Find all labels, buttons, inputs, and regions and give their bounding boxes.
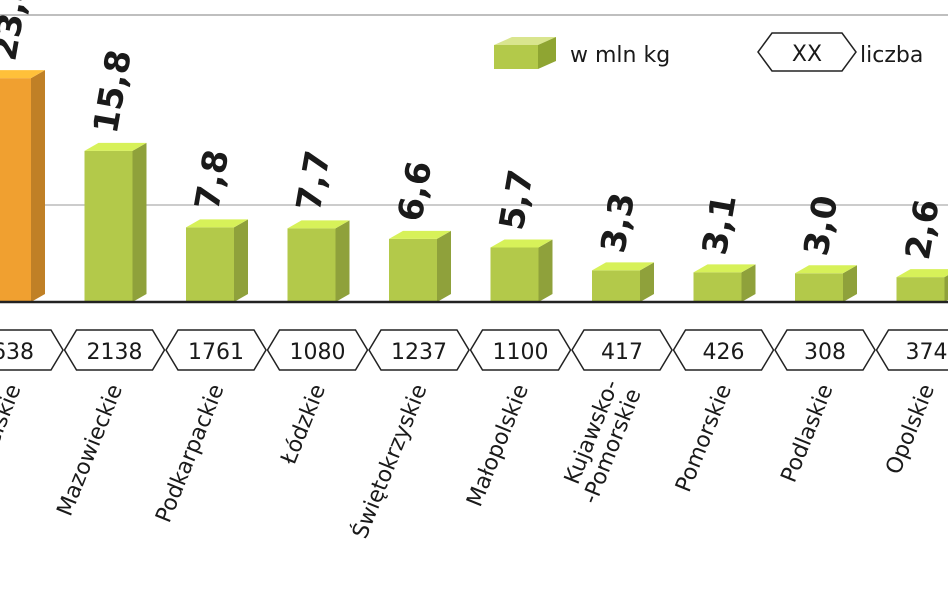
value-label: 3,1 <box>695 192 745 258</box>
bar-side <box>538 239 553 302</box>
bar-top <box>693 264 756 273</box>
bar-top <box>795 265 857 274</box>
bar-top <box>287 220 350 229</box>
category-label: Lubelskie <box>0 381 27 486</box>
count-label: 426 <box>703 340 745 365</box>
count-label: 308 <box>804 340 846 365</box>
category-label: Świętokrzyskie <box>347 381 433 543</box>
value-label: 6,6 <box>390 158 440 224</box>
category-label: Pomorskie <box>671 381 737 496</box>
legend-cube-top <box>494 37 556 45</box>
category-label: Małopolskie <box>462 381 534 510</box>
category-label: Łódzkie <box>276 381 331 469</box>
value-label: 7,7 <box>289 148 339 214</box>
bar <box>592 270 640 302</box>
category-label: Mazowieckie <box>53 381 128 520</box>
bar-top <box>84 142 147 151</box>
count-label: 374 <box>906 340 948 365</box>
bar-side <box>741 264 756 302</box>
bar-top <box>490 239 553 248</box>
count-label: 1761 <box>188 340 244 365</box>
value-label: 3,3 <box>593 190 643 256</box>
count-label: 1237 <box>391 340 447 365</box>
count-label: 1080 <box>290 340 346 365</box>
bar <box>389 238 437 302</box>
bar <box>490 247 539 302</box>
legend: w mln kg XX liczba <box>494 32 923 72</box>
count-label: 2138 <box>87 340 143 365</box>
value-label: 15,8 <box>86 47 140 137</box>
count-hexagon <box>266 329 369 371</box>
bar <box>186 227 234 302</box>
count-label: 638 <box>0 340 34 365</box>
count-hexagon <box>571 329 673 371</box>
category-label: Opolskie <box>881 381 940 478</box>
bar-top <box>0 70 45 79</box>
count-hexagon <box>469 329 572 371</box>
bar <box>0 78 31 302</box>
count-hexagon <box>63 329 166 371</box>
bar-side <box>234 219 248 302</box>
value-label: 3,0 <box>796 193 846 259</box>
legend-cube-side <box>538 37 556 69</box>
count-hexagon <box>165 329 267 371</box>
legend-symbol: XX <box>792 42 822 67</box>
bar <box>896 277 945 302</box>
value-label: 23,4 <box>0 0 38 64</box>
bar <box>693 272 742 302</box>
value-label: 7,8 <box>187 147 237 213</box>
bar-top <box>592 262 654 271</box>
bar-side <box>437 230 451 302</box>
category-label: Kujawsko--Pomorskie <box>556 376 647 507</box>
legend-label: liczba <box>860 43 923 68</box>
legend-cube-front <box>494 45 538 69</box>
count-hexagon <box>875 329 948 371</box>
bar-side <box>132 142 147 302</box>
legend-hexagon <box>757 32 857 72</box>
bar <box>84 150 133 302</box>
category-label: Podkarpackie <box>151 381 229 526</box>
count-hexagon <box>368 329 470 371</box>
count-hexagon <box>0 329 64 371</box>
bar-side <box>335 220 350 302</box>
value-label: 5,7 <box>492 167 542 233</box>
bar-top <box>186 219 248 228</box>
bar-top <box>389 230 451 239</box>
category-label: Podlaskie <box>777 381 839 486</box>
bar-side <box>31 70 45 302</box>
count-label: 417 <box>601 340 643 365</box>
count-hexagon <box>774 329 876 371</box>
bar-top <box>896 269 948 278</box>
legend-label: w mln kg <box>570 43 670 68</box>
count-hexagon <box>672 329 775 371</box>
bar-side <box>944 275 948 302</box>
bar-side <box>640 262 654 302</box>
count-label: 1100 <box>493 340 549 365</box>
value-label: 2,6 <box>898 196 948 262</box>
bar <box>795 273 843 302</box>
bar-side <box>843 265 857 302</box>
bar <box>287 228 336 302</box>
